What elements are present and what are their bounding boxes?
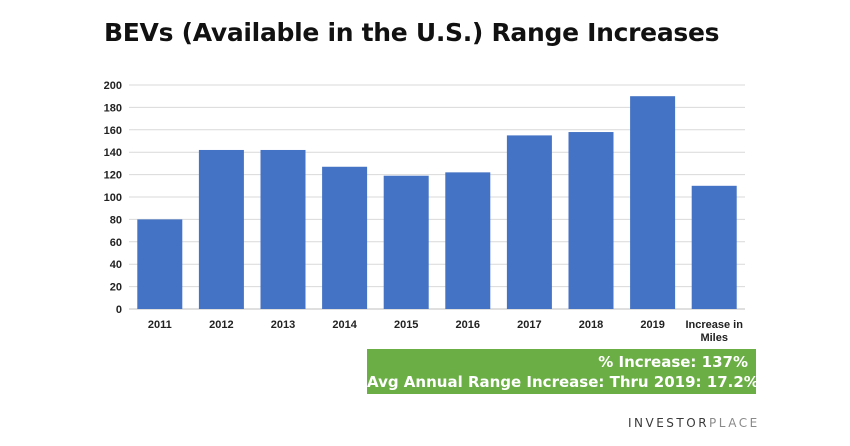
y-tick-label: 0 — [116, 304, 122, 316]
y-tick-label: 20 — [110, 282, 122, 294]
bar — [445, 172, 491, 309]
x-tick-label: 2018 — [579, 319, 603, 331]
bar — [198, 149, 244, 309]
avg-annual-increase-text: Avg Annual Range Increase: Thru 2019: 17… — [367, 373, 759, 391]
y-tick-label: 80 — [110, 214, 122, 226]
percent-increase-text: % Increase: 137% — [598, 353, 748, 371]
bar — [506, 135, 552, 309]
brand-logo: INVESTORPLACE — [628, 416, 760, 430]
y-tick-label: 40 — [110, 259, 122, 271]
x-tick-label: 2012 — [209, 319, 233, 331]
chart-title: BEVs (Available in the U.S.) Range Incre… — [104, 18, 720, 47]
y-axis-ticks: 0 20 40 60 80 100 120 140 160 180 200 — [104, 80, 122, 316]
x-axis-labels: 2011 2012 2013 2014 2015 2016 2017 2018 2019 Incr… — [148, 319, 743, 344]
y-tick-label: 180 — [104, 102, 122, 114]
y-tick-label: 120 — [104, 170, 122, 182]
y-tick-label: 200 — [104, 80, 122, 92]
brand-part-1: INVESTOR — [628, 416, 710, 430]
x-tick-label: 2017 — [517, 319, 541, 331]
x-tick-label: 2015 — [394, 319, 418, 331]
x-tick-label: Increase in Miles — [685, 319, 743, 344]
y-tick-label: 100 — [104, 192, 122, 204]
bar — [260, 149, 306, 309]
y-tick-label: 60 — [110, 237, 122, 249]
bar — [137, 219, 183, 309]
x-tick-label: 2011 — [148, 319, 172, 331]
x-tick-label: 2016 — [456, 319, 480, 331]
x-tick-label: 2014 — [332, 319, 357, 331]
bar — [691, 185, 737, 309]
bar — [568, 132, 614, 309]
y-tick-label: 140 — [104, 147, 122, 159]
bar — [383, 175, 429, 309]
x-tick-label: 2019 — [640, 319, 664, 331]
bars — [137, 96, 737, 309]
bar — [630, 96, 676, 309]
x-tick-label: 2013 — [271, 319, 295, 331]
brand-part-2: PLACE — [709, 416, 760, 430]
bar — [322, 166, 368, 309]
stats-box: % Increase: 137% Avg Annual Range Increa… — [367, 349, 759, 394]
y-tick-label: 160 — [104, 125, 122, 137]
